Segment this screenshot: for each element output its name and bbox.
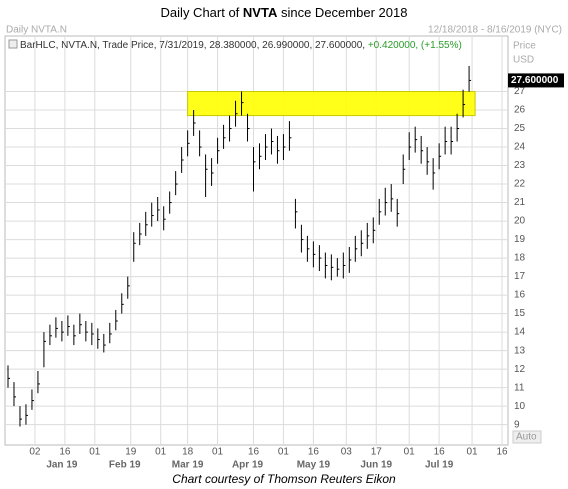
month-label: Apr 19 (232, 460, 264, 471)
x-tick-label: 01 (278, 447, 290, 458)
x-tick-label: 17 (371, 447, 383, 458)
y-tick-label: 25 (514, 123, 526, 134)
x-tick-label: 01 (212, 447, 224, 458)
x-tick-label: 01 (89, 447, 101, 458)
y-tick-label: 13 (514, 345, 526, 356)
y-tick-label: 15 (514, 308, 526, 319)
title-part: NVTA (243, 5, 278, 20)
title-part: since December 2018 (277, 5, 407, 20)
month-label: Jan 19 (46, 460, 78, 471)
x-tick-label: 18 (182, 447, 194, 458)
y-tick-label: 19 (514, 234, 526, 245)
month-label: Jul 19 (425, 460, 454, 471)
month-label: Mar 19 (172, 460, 204, 471)
legend: BarHLC, NVTA.N, Trade Price, 7/31/2019, … (20, 40, 462, 51)
y-tick-label: 27 (514, 86, 526, 97)
x-tick-label: 01 (404, 447, 416, 458)
auto-label[interactable]: Auto (516, 432, 537, 443)
x-tick-label: 16 (496, 447, 508, 458)
month-label: Feb 19 (109, 460, 141, 471)
auto-button[interactable] (512, 430, 542, 444)
symbol-label: Daily NVTA.N (6, 25, 67, 36)
x-tick-label: 03 (341, 447, 353, 458)
x-tick-label: 16 (248, 447, 260, 458)
x-tick-label: 16 (59, 447, 71, 458)
y-tick-label: 17 (514, 271, 526, 282)
x-tick-label: 16 (308, 447, 320, 458)
y-tick-label: 22 (514, 179, 526, 190)
y-tick-label: 23 (514, 160, 526, 171)
y-tick-label: 26 (514, 105, 526, 116)
chart-title: Daily Chart of NVTA since December 2018 (161, 5, 408, 20)
title-part: Daily Chart of (161, 5, 243, 20)
y-tick-label: 10 (514, 401, 526, 412)
x-tick-label: 02 (29, 447, 41, 458)
legend-icon (8, 39, 18, 49)
axis-label: Price (513, 41, 536, 52)
legend-part: BarHLC, NVTA.N, Trade Price, 7/31/2019, … (20, 40, 368, 51)
y-tick-label: 14 (514, 327, 526, 338)
y-tick-label: 21 (514, 197, 526, 208)
month-label: Jun 19 (360, 460, 392, 471)
axis-label: USD (513, 55, 534, 66)
y-tick-label: 24 (514, 142, 526, 153)
y-tick-label: 9 (514, 419, 520, 430)
x-tick-label: 16 (434, 447, 446, 458)
last-price-box (508, 73, 564, 88)
y-tick-label: 20 (514, 216, 526, 227)
y-tick-label: 11 (514, 382, 525, 393)
highlight-zone (187, 91, 476, 117)
legend-change: +0.420000, (+1.55%) (368, 40, 462, 51)
plot-frame (4, 35, 509, 446)
y-tick-label: 16 (514, 290, 526, 301)
x-tick-label: 01 (467, 447, 479, 458)
last-price-label: 27.600000 (511, 75, 559, 86)
x-tick-label: 19 (125, 447, 137, 458)
x-tick-label: 01 (155, 447, 167, 458)
caption: Chart courtesy of Thomson Reuters Eikon (172, 472, 396, 486)
y-tick-label: 12 (514, 364, 526, 375)
date-range: 12/18/2018 - 8/16/2019 (NYC) (428, 25, 562, 36)
y-tick-label: 18 (514, 253, 526, 264)
month-label: May 19 (297, 460, 331, 471)
